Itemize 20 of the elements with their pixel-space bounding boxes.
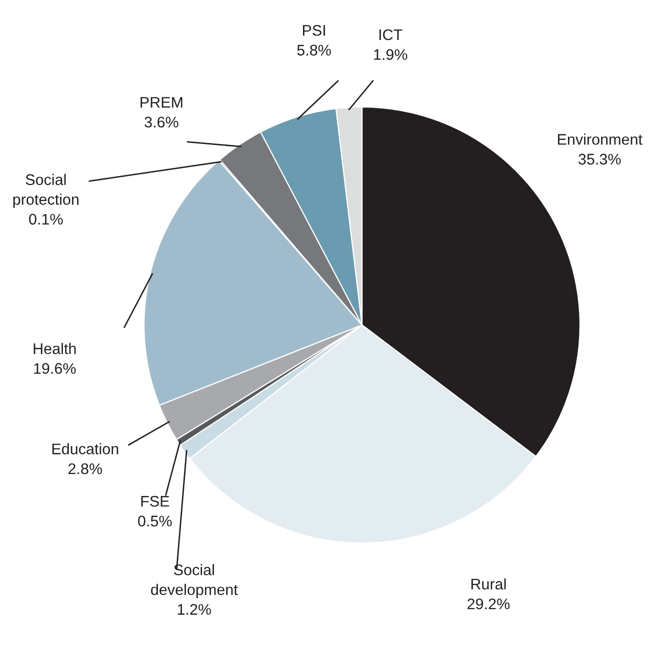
data-label: 2.8% xyxy=(68,463,102,474)
slice-label: PSI xyxy=(302,24,325,36)
slice-label: Environment xyxy=(558,134,642,145)
slice-label: Health xyxy=(34,342,76,354)
data-label: 35.3% xyxy=(578,154,621,165)
data-label: 29.2% xyxy=(468,598,510,610)
data-label: 19.6% xyxy=(34,363,76,374)
data-label: 5.8% xyxy=(297,44,331,56)
slice-label: FSE xyxy=(141,496,170,507)
data-label: 1.9% xyxy=(374,49,408,60)
slice-label: ICT xyxy=(379,29,402,40)
slice-label: Rural xyxy=(471,578,506,590)
data-label: 0.5% xyxy=(138,516,172,526)
slice-label: Education xyxy=(52,443,118,454)
slice-label: Social protection xyxy=(13,174,78,208)
data-label: 0.1% xyxy=(29,214,63,225)
data-label: 3.6% xyxy=(144,116,178,128)
data-label: 1.2% xyxy=(178,604,212,615)
slice-label: Social development xyxy=(151,564,238,598)
slice-label: PREM xyxy=(140,97,182,108)
